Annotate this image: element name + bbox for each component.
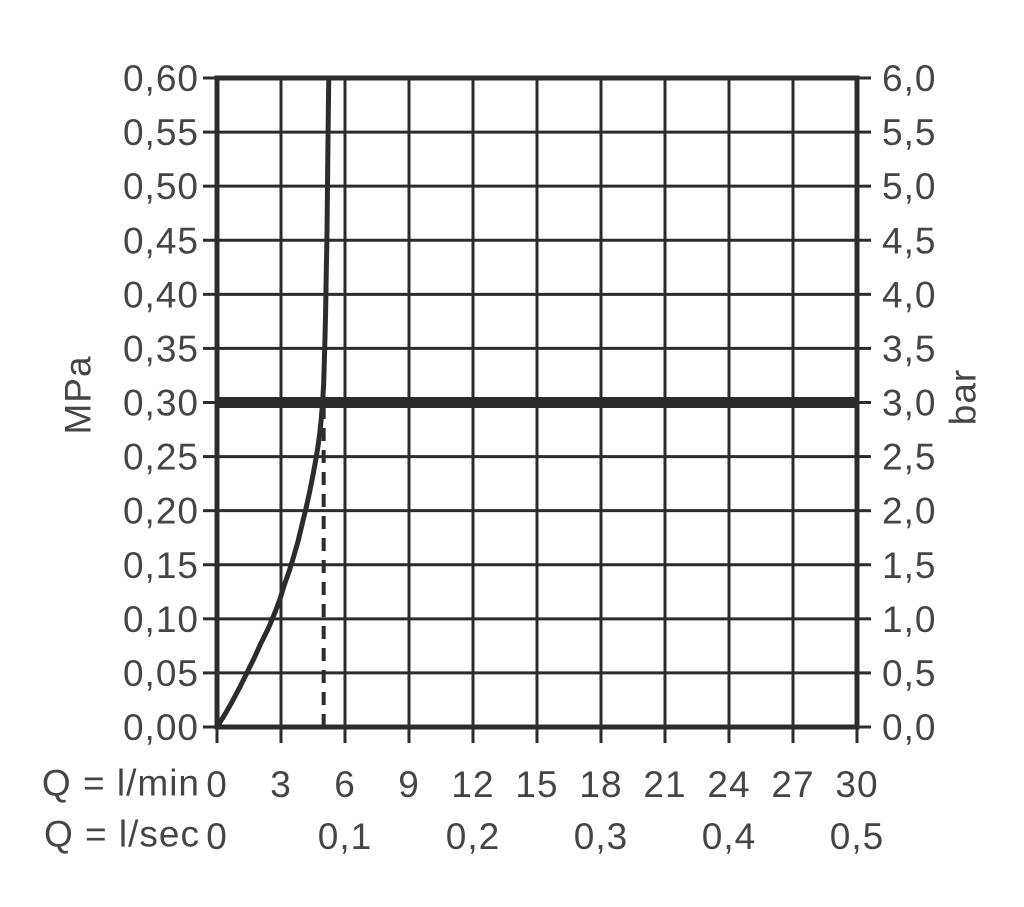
lmin-tick-label: 24 xyxy=(707,764,750,805)
lmin-tick-label: 12 xyxy=(451,764,494,805)
right-axis-tick-label: 5,0 xyxy=(882,166,936,207)
right-axis-tick-label: 3,0 xyxy=(882,383,936,424)
lsec-tick-label: 0 xyxy=(206,816,228,857)
lmin-tick-label: 9 xyxy=(398,764,420,805)
flow-characteristic-curve xyxy=(214,75,332,730)
left-axis-tick-labels: 0,00 0,05 0,10 0,15 0,20 0,25 0,30 0,35 0,40 0,45… xyxy=(123,58,199,748)
right-axis-tick-label: 4,5 xyxy=(882,220,936,261)
flow-lsec-axis-label: Q = l/sec xyxy=(43,813,200,855)
left-axis-tick-label: 0,20 xyxy=(123,491,199,532)
right-axis-tick-label: 6,0 xyxy=(882,58,936,99)
right-axis-tick-label: 0,0 xyxy=(882,707,936,748)
lmin-tick-label: 6 xyxy=(334,764,356,805)
lmin-tick-label: 0 xyxy=(206,764,228,805)
left-axis-tick-label: 0,60 xyxy=(123,58,199,99)
lsec-tick-labels: 0 0,1 0,2 0,3 0,4 0,5 xyxy=(206,816,884,857)
right-axis-tick-label: 5,5 xyxy=(882,112,936,153)
right-axis-tick-label: 1,5 xyxy=(882,545,936,586)
lmin-tick-labels: 0 3 6 9 12 15 18 21 24 27 30 xyxy=(206,764,878,805)
right-axis-tick-labels: 0,0 0,5 1,0 1,5 2,0 2,5 3,0 3,5 4,0 4,5 5,0 5,5 6,0 xyxy=(882,58,936,748)
right-axis-tick-label: 2,5 xyxy=(882,437,936,478)
right-axis-tick-label: 1,0 xyxy=(882,599,936,640)
left-axis-tick-label: 0,25 xyxy=(123,437,199,478)
right-axis-tick-label: 2,0 xyxy=(882,491,936,532)
axis-ticks xyxy=(203,76,871,743)
lmin-tick-label: 15 xyxy=(515,764,558,805)
left-axis-tick-label: 0,00 xyxy=(123,707,199,748)
lmin-tick-label: 27 xyxy=(771,764,814,805)
right-axis-tick-label: 4,0 xyxy=(882,274,936,315)
left-axis-tick-label: 0,30 xyxy=(123,383,199,424)
left-axis-unit-label: MPa xyxy=(57,355,99,435)
left-axis-tick-label: 0,55 xyxy=(123,112,199,153)
lsec-tick-label: 0,5 xyxy=(830,816,884,857)
lmin-tick-label: 3 xyxy=(270,764,292,805)
lmin-tick-label: 18 xyxy=(579,764,622,805)
lmin-tick-label: 21 xyxy=(643,764,686,805)
left-axis-tick-label: 0,15 xyxy=(123,545,199,586)
right-axis-tick-label: 0,5 xyxy=(882,653,936,694)
left-axis-tick-label: 0,40 xyxy=(123,274,199,315)
lsec-tick-label: 0,4 xyxy=(702,816,756,857)
lsec-tick-label: 0,1 xyxy=(318,816,372,857)
lsec-tick-label: 0,3 xyxy=(574,816,628,857)
flow-lmin-axis-label: Q = l/min xyxy=(41,762,200,804)
right-axis-unit-label: bar xyxy=(942,368,984,426)
right-axis-tick-label: 3,5 xyxy=(882,328,936,369)
left-axis-tick-label: 0,45 xyxy=(123,220,199,261)
left-axis-tick-label: 0,50 xyxy=(123,166,199,207)
lmin-tick-label: 30 xyxy=(835,764,878,805)
left-axis-tick-label: 0,05 xyxy=(123,653,199,694)
left-axis-tick-label: 0,35 xyxy=(123,328,199,369)
left-axis-tick-label: 0,10 xyxy=(123,599,199,640)
lsec-tick-label: 0,2 xyxy=(446,816,500,857)
